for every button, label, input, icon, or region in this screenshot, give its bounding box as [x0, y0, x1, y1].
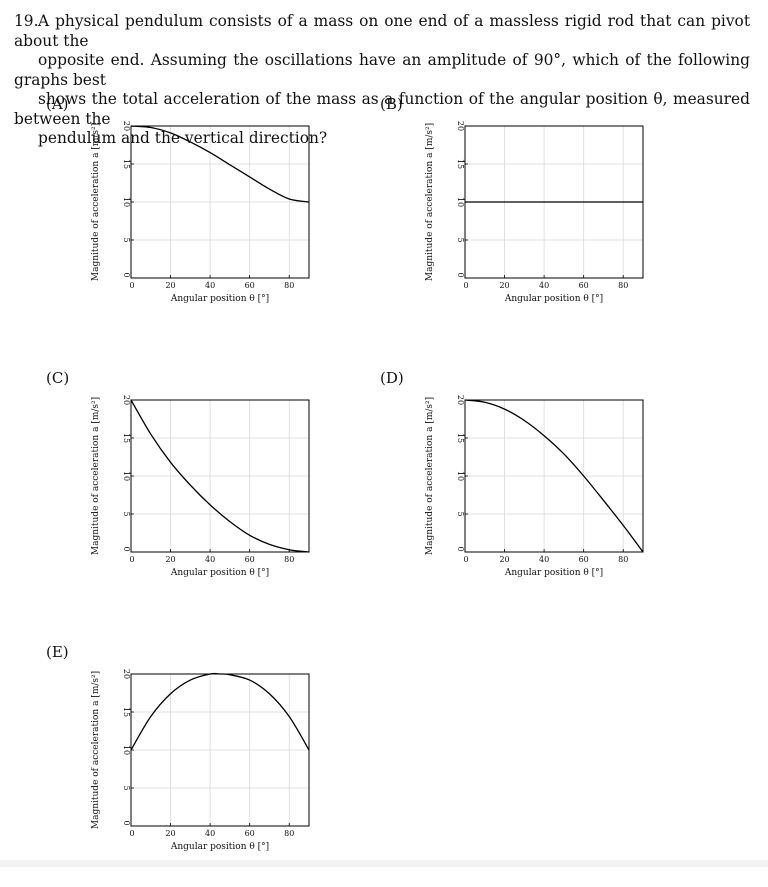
answer-option-a[interactable]: (A) 0 20 40 60 80 0 5 10 15 20 Angular position θ … [46, 95, 346, 335]
y-tick-label: 15 [122, 159, 131, 169]
x-axis-label: Angular position θ [°] [504, 568, 603, 578]
x-tick-label: 60 [245, 555, 255, 564]
chart-e: 0 20 40 60 80 0 5 10 15 20 Angular position θ [°] M… [91, 669, 310, 852]
y-tick-label: 5 [456, 511, 465, 516]
option-letter-d: (D) [380, 369, 404, 387]
y-tick-label: 0 [122, 546, 131, 551]
x-tick-label: 20 [499, 555, 509, 564]
y-tick-label: 0 [456, 272, 465, 277]
y-tick-label: 5 [456, 237, 465, 242]
y-tick-label: 10 [122, 471, 131, 481]
x-axis-label: Angular position θ [°] [170, 568, 269, 578]
y-tick-label: 0 [122, 272, 131, 277]
x-tick-label: 0 [129, 281, 134, 290]
y-tick-label: 20 [122, 395, 131, 405]
x-tick-label: 0 [129, 829, 134, 838]
x-tick-label: 80 [618, 281, 628, 290]
x-tick-label: 0 [463, 555, 468, 564]
y-tick-label: 15 [456, 159, 465, 169]
answer-option-d[interactable]: (D) 0 20 40 60 80 0 5 10 15 20 Angular position θ … [380, 369, 680, 609]
x-tick-label: 80 [284, 281, 294, 290]
y-tick-label: 15 [456, 433, 465, 443]
x-tick-label: 80 [284, 829, 294, 838]
question-line-1: A physical pendulum consists of a mass o… [14, 12, 750, 50]
x-axis-label: Angular position θ [°] [170, 842, 269, 852]
x-tick-label: 40 [205, 281, 215, 290]
series-line [130, 672, 310, 751]
question-line-3: shows the total acceleration of the mass… [14, 90, 750, 128]
y-tick-label: 20 [122, 121, 131, 131]
answer-option-b[interactable]: (B) 0 20 40 60 80 0 5 10 15 20 Angular position θ … [380, 95, 680, 335]
y-axis-label: Magnitude of acceleration a [m/s²] [425, 397, 435, 555]
y-axis-label: Magnitude of acceleration a [m/s²] [91, 397, 101, 555]
chart-b: 0 20 40 60 80 0 5 10 15 20 Angular position θ [°] M… [425, 121, 644, 304]
y-tick-label: 15 [122, 433, 131, 443]
y-tick-label: 10 [122, 197, 131, 207]
chart-d: 0 20 40 60 80 0 5 10 15 20 Angular position θ [°] M… [425, 395, 644, 578]
x-tick-label: 0 [129, 555, 134, 564]
x-tick-label: 20 [165, 281, 175, 290]
y-tick-label: 15 [122, 707, 131, 717]
x-tick-label: 40 [539, 555, 549, 564]
option-letter-b: (B) [380, 95, 403, 113]
chart-a: 0 20 40 60 80 0 5 10 15 20 Angular position θ [°] M… [91, 121, 310, 304]
x-tick-label: 60 [579, 281, 589, 290]
x-tick-label: 80 [618, 555, 628, 564]
y-tick-label: 0 [122, 820, 131, 825]
y-tick-label: 20 [122, 669, 131, 679]
option-letter-e: (E) [46, 643, 69, 661]
answer-option-e[interactable]: (E) 0 20 40 60 80 0 5 10 15 20 Angular position θ … [46, 643, 346, 883]
question-line-2: opposite end. Assuming the oscillations … [14, 51, 750, 89]
series-line [464, 399, 644, 553]
y-tick-label: 5 [122, 237, 131, 242]
y-tick-label: 10 [456, 471, 465, 481]
x-tick-label: 40 [205, 555, 215, 564]
question-text: 19.A physical pendulum consists of a mas… [14, 12, 750, 149]
x-tick-label: 20 [499, 281, 509, 290]
x-tick-label: 40 [539, 281, 549, 290]
option-letter-a: (A) [46, 95, 69, 113]
x-tick-label: 80 [284, 555, 294, 564]
page-bottom-edge [0, 860, 768, 867]
x-axis-label: Angular position θ [°] [504, 294, 603, 304]
x-tick-label: 60 [245, 829, 255, 838]
x-axis-label: Angular position θ [°] [170, 294, 269, 304]
x-tick-label: 0 [463, 281, 468, 290]
x-tick-label: 40 [205, 829, 215, 838]
x-tick-label: 60 [579, 555, 589, 564]
y-tick-label: 5 [122, 511, 131, 516]
series-line [130, 125, 310, 203]
y-axis-label: Magnitude of acceleration a [m/s²] [91, 671, 101, 829]
answer-option-c[interactable]: (C) 0 20 40 60 80 0 5 10 15 20 Angular position θ … [46, 369, 346, 609]
series-line [130, 399, 310, 553]
y-tick-label: 10 [456, 197, 465, 207]
x-tick-label: 20 [165, 829, 175, 838]
y-tick-label: 20 [456, 121, 465, 131]
question-number: 19. [14, 12, 39, 30]
y-tick-label: 20 [456, 395, 465, 405]
chart-c: 0 20 40 60 80 0 5 10 15 20 Angular position θ [°] M… [91, 395, 310, 578]
x-tick-label: 60 [245, 281, 255, 290]
y-tick-label: 0 [456, 546, 465, 551]
option-letter-c: (C) [46, 369, 70, 387]
y-axis-label: Magnitude of acceleration a [m/s²] [91, 123, 101, 281]
x-tick-label: 20 [165, 555, 175, 564]
y-tick-label: 10 [122, 745, 131, 755]
y-axis-label: Magnitude of acceleration a [m/s²] [425, 123, 435, 281]
y-tick-label: 5 [122, 785, 131, 790]
